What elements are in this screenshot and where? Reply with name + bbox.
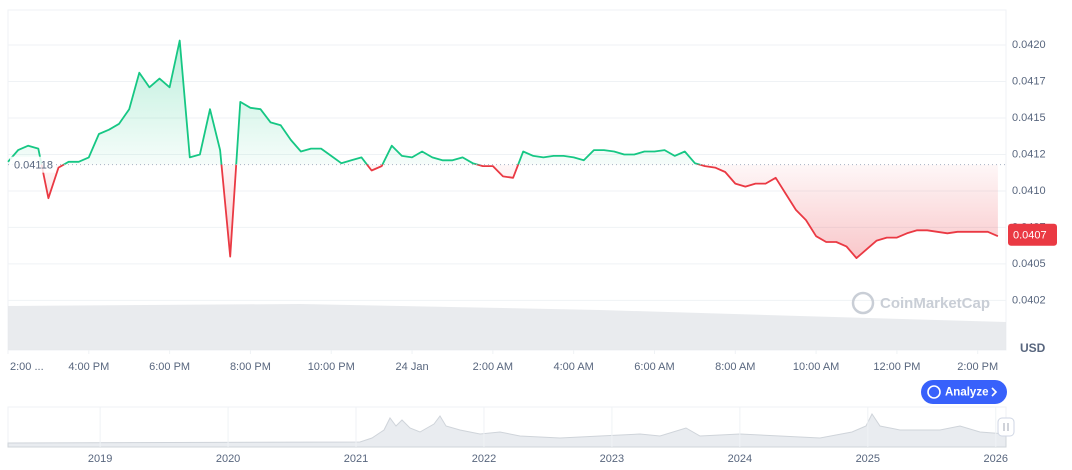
watermark: CoinMarketCap — [851, 291, 990, 315]
baseline-label: 0.04118 — [14, 160, 53, 172]
analyze-button[interactable]: Analyze — [921, 380, 1007, 404]
watermark-text: CoinMarketCap — [880, 295, 990, 312]
x-tick-label: 6:00 PM — [149, 361, 190, 373]
y-tick-label: 0.0412 — [1012, 148, 1046, 160]
nav-year-label: 2019 — [88, 453, 112, 465]
x-tick-label: 2:00 ... — [10, 361, 44, 373]
navigator — [7, 406, 1015, 448]
nav-year-label: 2025 — [856, 453, 880, 465]
x-tick-label: 4:00 PM — [68, 361, 109, 373]
price-line — [7, 39, 999, 259]
x-tick-label: 10:00 PM — [308, 361, 355, 373]
current-price-tag — [1008, 223, 1057, 246]
current-price-label: 0.0407 — [1013, 230, 1047, 242]
nav-year-label: 2020 — [216, 453, 240, 465]
x-tick-label: 8:00 AM — [715, 361, 755, 373]
y-tick-label: 0.0402 — [1012, 294, 1046, 306]
x-tick-label: 4:00 AM — [553, 361, 593, 373]
x-tick-label: 8:00 PM — [230, 361, 271, 373]
x-tick-label: 10:00 AM — [793, 361, 839, 373]
y-unit: USD — [1020, 341, 1046, 355]
y-tick-label: 0.0405 — [1012, 258, 1046, 270]
volume-band — [8, 304, 1006, 350]
nav-year-label: 2021 — [344, 453, 368, 465]
x-tick-label: 12:00 PM — [873, 361, 920, 373]
nav-year-label: 2022 — [472, 453, 496, 465]
y-tick-label: 0.0415 — [1012, 112, 1046, 124]
y-tick-label: 0.0420 — [1012, 39, 1046, 51]
x-tick-label: 6:00 AM — [634, 361, 674, 373]
x-tick-label: 2:00 PM — [957, 361, 998, 373]
nav-year-label: 2023 — [600, 453, 624, 465]
x-tick-label: 24 Jan — [396, 361, 429, 373]
y-tick-label: 0.0417 — [1012, 75, 1046, 87]
nav-year-label: 2024 — [728, 453, 752, 465]
nav-year-label: 2026 — [984, 453, 1008, 465]
x-tick-label: 2:00 AM — [473, 361, 513, 373]
y-tick-label: 0.0410 — [1012, 185, 1046, 197]
button-label[interactable]: Analyze — [945, 387, 988, 399]
price-area — [8, 40, 998, 259]
baseline-label-bg — [10, 156, 56, 173]
